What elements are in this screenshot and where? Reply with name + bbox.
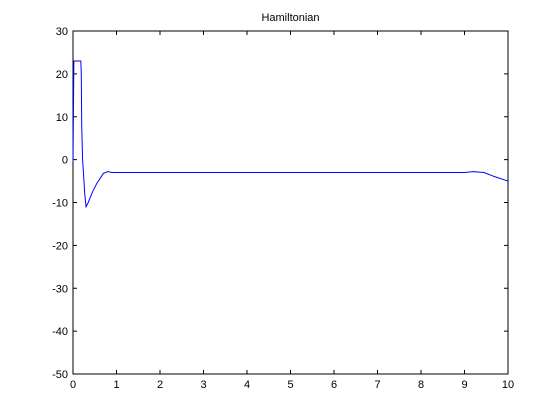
x-tick-label: 7 [374,379,380,391]
x-tick-label: 4 [244,379,250,391]
y-tick-label: 20 [56,69,68,81]
x-tick-label: 8 [418,379,424,391]
y-tick-label: -50 [52,369,68,381]
x-tick-label: 10 [502,379,514,391]
x-tick-label: 9 [461,379,467,391]
series-line [72,60,509,209]
x-tick-labels: 0 1 2 3 4 5 6 7 8 9 10 [70,379,514,391]
x-tick-label: 2 [157,379,163,391]
y-tick-labels: -50 -40 -30 -20 -10 0 10 20 30 [52,26,68,381]
y-tick-label: 30 [56,26,68,38]
plot-area [72,30,509,375]
axis-ticks [72,30,509,375]
y-tick-label: -30 [52,283,68,295]
x-tick-label: 1 [113,379,119,391]
x-tick-label: 0 [70,379,76,391]
y-tick-label: 10 [56,112,68,124]
y-tick-label: -20 [52,240,68,252]
x-tick-label: 3 [200,379,206,391]
y-tick-label: -40 [52,326,68,338]
x-tick-label: 5 [287,379,293,391]
chart-title: Hamiltonian [261,12,319,24]
y-tick-label: 0 [62,155,68,167]
x-tick-label: 6 [331,379,337,391]
y-tick-label: -10 [52,198,68,210]
